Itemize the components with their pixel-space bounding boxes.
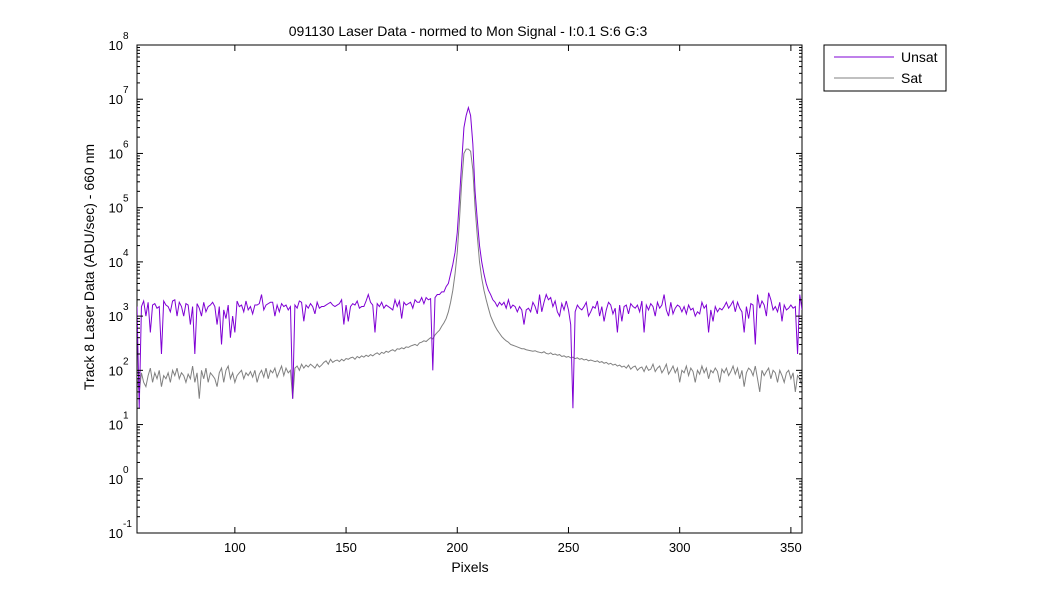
plot-area bbox=[136, 44, 803, 534]
legend: Unsat Sat bbox=[823, 44, 947, 92]
x-tick-label: 350 bbox=[780, 540, 802, 555]
y-tick-label: 10 bbox=[109, 526, 123, 541]
y-tick-exponent: 1 bbox=[123, 411, 129, 422]
y-axis-label: Track 8 Laser Data (ADU/sec) - 660 nm bbox=[81, 144, 97, 390]
y-tick-exponent: 5 bbox=[123, 194, 129, 205]
y-tick-label: 10 bbox=[109, 363, 123, 378]
y-tick-label: 10 bbox=[109, 472, 123, 487]
series-line-unsat bbox=[137, 105, 802, 409]
y-tick-label: 10 bbox=[109, 418, 123, 433]
y-tick-label: 10 bbox=[109, 38, 123, 53]
y-tick-label: 10 bbox=[109, 146, 123, 161]
x-tick-label: 300 bbox=[669, 540, 691, 555]
legend-label-unsat: Unsat bbox=[901, 49, 938, 65]
x-tick-label: 100 bbox=[224, 540, 246, 555]
y-tick-exponent: 6 bbox=[123, 139, 129, 150]
y-tick-exponent: 3 bbox=[123, 302, 129, 313]
y-tick-label: 10 bbox=[109, 92, 123, 107]
y-tick-exponent: 8 bbox=[123, 31, 129, 42]
y-tick-exponent: -1 bbox=[123, 519, 132, 530]
x-tick-label: 250 bbox=[558, 540, 580, 555]
x-tick-label: 150 bbox=[335, 540, 357, 555]
y-tick-label: 10 bbox=[109, 255, 123, 270]
y-tick-label: 10 bbox=[109, 309, 123, 324]
x-tick-label: 200 bbox=[446, 540, 468, 555]
chart-title: 091130 Laser Data - normed to Mon Signal… bbox=[289, 23, 648, 39]
y-tick-exponent: 4 bbox=[123, 248, 129, 259]
y-tick-label: 10 bbox=[109, 201, 123, 216]
legend-label-sat: Sat bbox=[901, 70, 922, 86]
y-tick-exponent: 7 bbox=[123, 85, 129, 96]
x-axis-label: Pixels bbox=[451, 559, 488, 575]
y-tick-exponent: 0 bbox=[123, 465, 129, 476]
legend-box bbox=[823, 44, 947, 92]
y-tick-exponent: 2 bbox=[123, 356, 129, 367]
series-line-sat bbox=[137, 148, 802, 399]
